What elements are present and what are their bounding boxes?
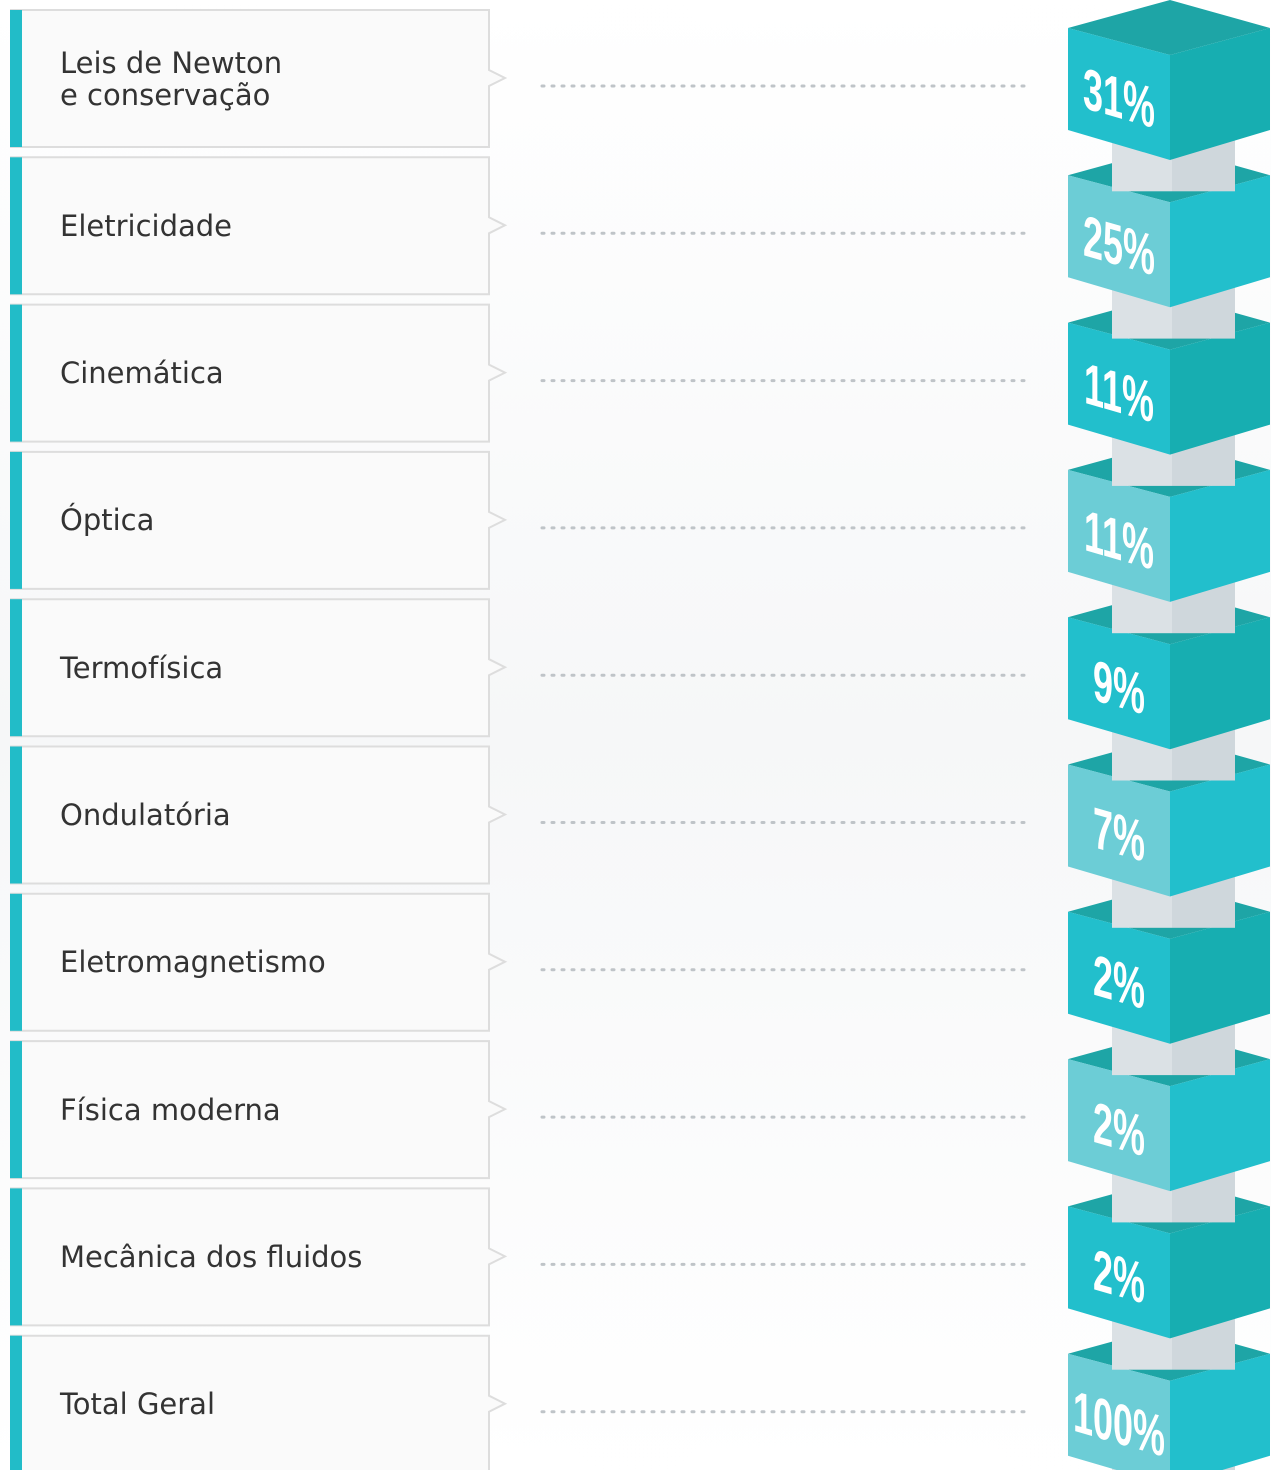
cube-left [1068,322,1170,455]
cube-right [1170,322,1270,455]
row-label: Eletricidade [60,208,233,243]
cube-top [1068,0,1270,55]
cube-sides: 11% [1068,469,1270,602]
cube-sides: 100% [1068,1353,1270,1470]
row-box [10,892,508,1032]
value-label: 2% [1093,1091,1145,1170]
cube: 31% [1068,0,1270,160]
row-box [10,1040,508,1180]
row-label: Eletromagnetismo [60,945,326,980]
value-label: 2% [1093,943,1145,1022]
cube-sides: 7% [1068,764,1270,897]
cube-right [1170,469,1270,602]
cube-sides: 31% [1068,28,1270,160]
row-label: Cinemática [60,356,224,391]
row-box [10,1334,508,1470]
row-accent [10,599,22,737]
cube-left [1068,911,1170,1044]
cube-right [1170,28,1270,160]
row-box [10,1187,508,1327]
cube-left [1068,1059,1170,1192]
cube-left [1068,617,1170,750]
value-label: 2% [1093,1238,1145,1317]
cube-sides: 2% [1068,911,1270,1044]
row-accent [10,893,22,1031]
cube-right [1170,1353,1270,1470]
row-accent [10,10,22,147]
cube-sides: 2% [1068,1059,1270,1192]
row-box [10,450,508,590]
row-label: Física moderna [60,1092,281,1127]
row-accent [10,304,22,442]
row-label: Mecânica dos fluidos [60,1239,363,1274]
row-label: Ondulatória [60,798,231,832]
row-box [10,745,508,885]
row-accent [10,1188,22,1326]
row-box [10,156,508,296]
cube-sides: 11% [1068,322,1270,455]
cube-right [1170,1059,1270,1192]
row-label: Leis de Newton e conservação [60,45,283,112]
row-accent [10,451,22,589]
cube-sides: 9% [1068,617,1270,750]
cube-right [1170,911,1270,1044]
row-box [10,9,508,148]
cube-left [1068,1353,1170,1470]
cube-left [1068,175,1170,308]
cube-left [1068,469,1170,602]
row-accent [10,746,22,884]
cube: 11% [1068,441,1270,602]
row-accent [10,157,22,295]
row-label: Total Geral [60,1387,216,1422]
row-box [10,303,508,443]
cube-left [1068,764,1170,897]
cube-left [1068,1206,1170,1339]
value-label: 7% [1093,796,1145,875]
cube-right [1170,175,1270,308]
value-label: 9% [1093,649,1145,728]
cube-sides: 2% [1068,1206,1270,1339]
row-label: Óptica [60,503,155,538]
cube-left [1068,28,1170,160]
cube-sides: 25% [1068,175,1270,308]
cube-right [1170,764,1270,897]
row-accent [10,1335,22,1470]
row-label: Termofísica [60,650,224,685]
row-box [10,598,508,738]
row-accent [10,1041,22,1179]
cube-right [1170,617,1270,750]
cube-right [1170,1206,1270,1339]
